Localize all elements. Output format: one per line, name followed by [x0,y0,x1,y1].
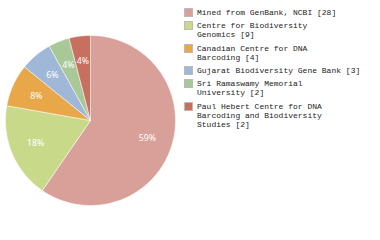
svg-text:59%: 59% [139,132,156,144]
html-text:Canadian Centre for DNA Barcod: Canadian Centre for DNA Barcoding [4] [197,43,308,62]
svg-text:4%: 4% [62,59,74,71]
html-text:Centre for Biodiversity Genomi: Centre for Biodiversity Genomics [9] [197,21,308,40]
html-text:Mined from GenBank, NCBI [28]: Mined from GenBank, NCBI [28] [197,8,337,17]
html-text:Sri Ramaswamy Memorial Univers: Sri Ramaswamy Memorial University [2] [197,79,303,98]
svg-text:4%: 4% [77,55,89,67]
svg-text:18%: 18% [27,137,44,149]
html-text:Paul Hebert Centre for DNA Bar: Paul Hebert Centre for DNA Barcoding and… [197,101,322,129]
html-text:Gujarat Biodiversity Gene Bank: Gujarat Biodiversity Gene Bank [3] [197,65,361,75]
svg-text:6%: 6% [46,69,58,81]
svg-text:8%: 8% [30,90,42,102]
